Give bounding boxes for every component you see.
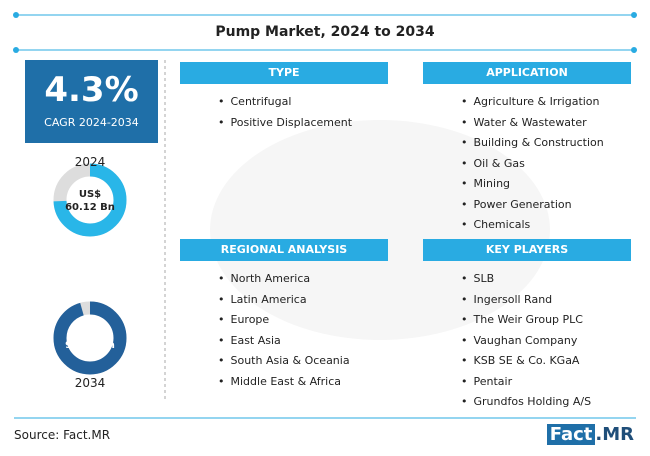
currency: US$ <box>78 189 102 200</box>
logo-main: Fact <box>546 424 596 445</box>
logo-suffix: .MR <box>595 424 634 445</box>
item-list: Agriculture & IrrigationWater & Wastewat… <box>461 92 631 236</box>
list-item: Grundfos Holding A/S <box>461 392 631 413</box>
section: TYPE CentrifugalPositive Displacement <box>180 62 388 133</box>
list-item: Building & Construction <box>461 133 631 154</box>
list-item: Vaughan Company <box>461 331 631 352</box>
list-item: North America <box>218 269 388 290</box>
list-item: Pentair <box>461 372 631 393</box>
list-item: Chemicals <box>461 215 631 236</box>
section: KEY PLAYERS SLBIngersoll RandThe Weir Gro… <box>423 239 631 413</box>
list-item: Mining <box>461 174 631 195</box>
list-item: South Asia & Oceania <box>218 351 388 372</box>
section-header: TYPE <box>180 62 388 84</box>
item-list: SLBIngersoll RandThe Weir Group PLCVaugh… <box>461 269 631 413</box>
section: APPLICATION Agriculture & IrrigationWater… <box>423 62 631 236</box>
list-item: Power Generation <box>461 195 631 216</box>
year: 2034 <box>74 376 106 390</box>
list-item: The Weir Group PLC <box>461 310 631 331</box>
list-item: KSB SE & Co. KGaA <box>461 351 631 372</box>
list-item: Europe <box>218 310 388 331</box>
item-list: CentrifugalPositive Displacement <box>218 92 388 133</box>
list-item: Oil & Gas <box>461 154 631 175</box>
list-item: Positive Displacement <box>218 113 388 134</box>
logo: Fact .MR <box>546 424 634 445</box>
cagr-box: 4.3% CAGR 2024-2034 <box>25 60 158 143</box>
list-item: SLB <box>461 269 631 290</box>
section-header: KEY PLAYERS <box>423 239 631 261</box>
list-item: East Asia <box>218 331 388 352</box>
cagr-value: 4.3% <box>44 70 139 110</box>
list-item: Centrifugal <box>218 92 388 113</box>
amount: 60.12 Bn <box>65 202 115 213</box>
section-header: APPLICATION <box>423 62 631 84</box>
year: 2024 <box>74 155 106 169</box>
section-header: REGIONAL ANALYSIS <box>180 239 388 261</box>
list-item: Agriculture & Irrigation <box>461 92 631 113</box>
item-list: North AmericaLatin AmericaEuropeEast Asi… <box>218 269 388 392</box>
list-item: Ingersoll Rand <box>461 290 631 311</box>
list-item: Water & Wastewater <box>461 113 631 134</box>
currency: US$ <box>78 327 102 338</box>
title: Pump Market, 2024 to 2034 <box>215 24 435 40</box>
source: Source: Fact.MR <box>14 428 111 442</box>
amount: 91.77 Bn <box>65 340 115 351</box>
donut-label: US$ 91.77 Bn <box>55 326 125 352</box>
section: REGIONAL ANALYSIS North AmericaLatin Amer… <box>180 239 388 392</box>
donut-label: US$ 60.12 Bn <box>55 188 125 214</box>
list-item: Latin America <box>218 290 388 311</box>
cagr-label: CAGR 2024-2034 <box>44 116 139 129</box>
list-item: Middle East & Africa <box>218 372 388 393</box>
